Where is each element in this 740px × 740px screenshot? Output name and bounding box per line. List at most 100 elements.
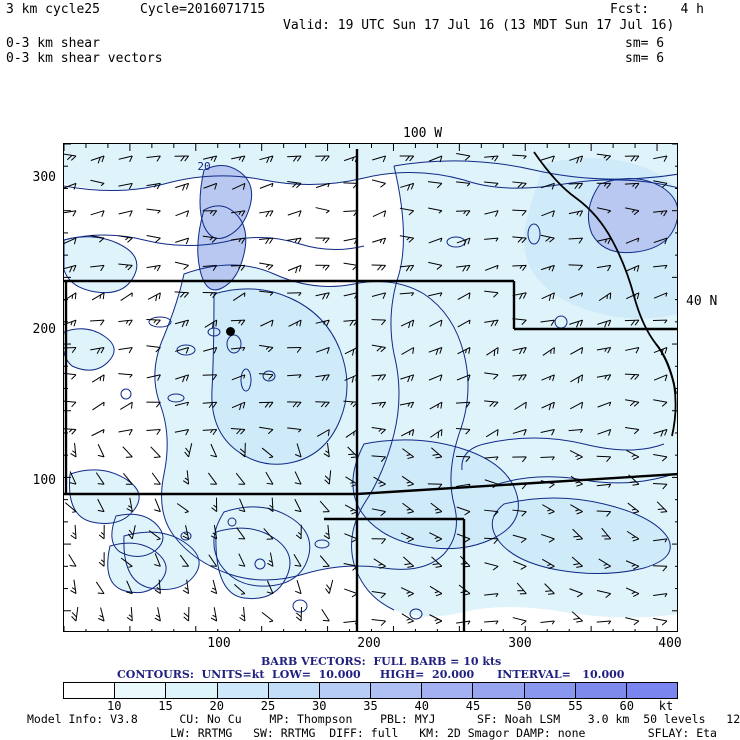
wind-barb xyxy=(539,620,556,626)
wind-barb xyxy=(145,208,161,215)
wind-barb xyxy=(370,264,387,271)
colorbar-swatch-5[interactable] xyxy=(319,683,372,698)
y-tick-label-200: 200 xyxy=(32,322,56,337)
y-tick-label-300: 300 xyxy=(32,170,56,185)
wind-barb xyxy=(175,210,191,221)
axis-ticks xyxy=(64,144,677,631)
contours-legend: CONTOURS: UNITS=kt LOW= 10.000 HIGH= 20.… xyxy=(117,668,625,681)
wind-barb xyxy=(259,182,275,192)
wind-barb xyxy=(64,210,78,219)
wind-barb xyxy=(342,262,358,271)
wind-barb xyxy=(147,472,161,488)
wind-barb xyxy=(238,606,246,622)
colorbar-tick-60: 60 xyxy=(619,699,634,713)
river-lines xyxy=(533,151,677,437)
wind-barb xyxy=(258,210,275,219)
wind-barb xyxy=(145,401,161,408)
wind-barb xyxy=(174,182,191,193)
field-label-vectors: 0-3 km shear vectors xyxy=(6,51,163,66)
wind-barb xyxy=(69,524,77,540)
wind-barb xyxy=(95,606,105,623)
x-tick-label-300: 300 xyxy=(508,636,532,651)
x-tick-label-100: 100 xyxy=(207,636,231,651)
state-boundaries xyxy=(64,149,677,631)
wind-barb xyxy=(118,429,134,438)
wind-barb xyxy=(91,429,106,439)
wind-barb xyxy=(173,261,190,271)
svg-text:20: 20 xyxy=(197,160,210,173)
wind-barb xyxy=(69,442,77,458)
colorbar-tick-15: 15 xyxy=(158,699,173,713)
wind-barb xyxy=(651,617,668,627)
wind-barb xyxy=(370,619,387,627)
cycle-label: Cycle=2016071715 xyxy=(140,2,266,17)
colorbar-swatch-9[interactable] xyxy=(524,683,576,698)
map-layers: 20 xyxy=(64,144,677,631)
colorbar-tick-30: 30 xyxy=(312,699,327,713)
x-tick-label-200: 200 xyxy=(357,636,381,651)
wind-barb xyxy=(291,579,302,596)
latitude-label-40n: 40 N xyxy=(686,294,718,309)
colorbar-swatch-0[interactable] xyxy=(64,683,116,698)
wind-barb xyxy=(208,606,218,623)
colorbar-swatch-4[interactable] xyxy=(268,683,320,698)
wind-barb xyxy=(91,292,108,305)
colorbar-swatch-11[interactable] xyxy=(626,683,678,698)
wind-barb xyxy=(118,210,134,220)
colorbar-unit-label: kt xyxy=(658,699,674,713)
wind-barb xyxy=(98,524,105,540)
wind-barb xyxy=(125,606,133,622)
longitude-label-100w: 100 W xyxy=(403,126,443,141)
wind-barb xyxy=(117,373,133,379)
wind-barb xyxy=(287,264,304,276)
colorbar-swatch-2[interactable] xyxy=(166,683,218,698)
colorbar-tick-45: 45 xyxy=(465,699,481,713)
forecast-map[interactable]: 20 xyxy=(63,143,678,632)
wind-barb xyxy=(342,588,358,599)
wind-barb xyxy=(596,620,612,626)
wind-barb xyxy=(183,606,190,622)
wind-barb xyxy=(371,237,388,248)
wind-barb xyxy=(91,581,105,597)
wind-barb xyxy=(152,606,161,623)
wind-barb xyxy=(314,207,330,215)
y-tick-label-100: 100 xyxy=(32,473,56,488)
valid-time-label: Valid: 19 UTC Sun 17 Jul 16 (13 MDT Sun … xyxy=(283,18,675,33)
model-info-row-2: LW: RRTMG SW: RRTMG DIFF: full KM: 2D Sm… xyxy=(170,726,717,740)
wind-barb xyxy=(314,237,330,244)
colorbar-tick-55: 55 xyxy=(568,699,583,713)
station-dot-marker[interactable] xyxy=(226,327,235,336)
x-tick-label-400: 400 xyxy=(658,636,682,651)
colorbar-swatch-6[interactable] xyxy=(371,683,423,698)
wind-barb xyxy=(258,237,274,245)
wind-barb xyxy=(146,264,162,274)
colorbar-tick-20: 20 xyxy=(209,699,224,713)
wind-barb xyxy=(370,179,387,189)
map-frame: 20 xyxy=(63,143,678,632)
wind-barb xyxy=(146,446,161,461)
smoothing-label-vectors: sm= 6 xyxy=(625,51,665,66)
contour-label-20: 20 xyxy=(197,160,210,173)
wind-barb xyxy=(68,579,77,595)
colorbar-tick-35: 35 xyxy=(363,699,378,713)
wind-barb xyxy=(91,401,107,413)
colorbar-swatch-1[interactable] xyxy=(115,683,167,698)
colorbar-tick-50: 50 xyxy=(517,699,532,713)
wind-barb xyxy=(342,620,359,626)
colorbar-swatch-10[interactable] xyxy=(575,683,627,698)
wind-barb xyxy=(207,579,218,596)
wind-barb xyxy=(342,210,359,217)
colorbar-swatches[interactable] xyxy=(63,682,678,699)
colorbar-tick-40: 40 xyxy=(414,699,429,713)
colorbar-swatch-8[interactable] xyxy=(473,683,525,698)
wind-barb xyxy=(295,606,303,622)
wind-barb xyxy=(145,429,162,437)
wind-barb xyxy=(117,347,134,356)
wind-barb xyxy=(149,498,161,514)
wind-barb xyxy=(623,617,640,627)
wind-barb xyxy=(117,319,134,328)
wind-barb xyxy=(90,210,107,221)
wind-barb xyxy=(119,401,136,415)
colorbar-swatch-3[interactable] xyxy=(217,683,269,698)
colorbar-swatch-7[interactable] xyxy=(422,683,474,698)
